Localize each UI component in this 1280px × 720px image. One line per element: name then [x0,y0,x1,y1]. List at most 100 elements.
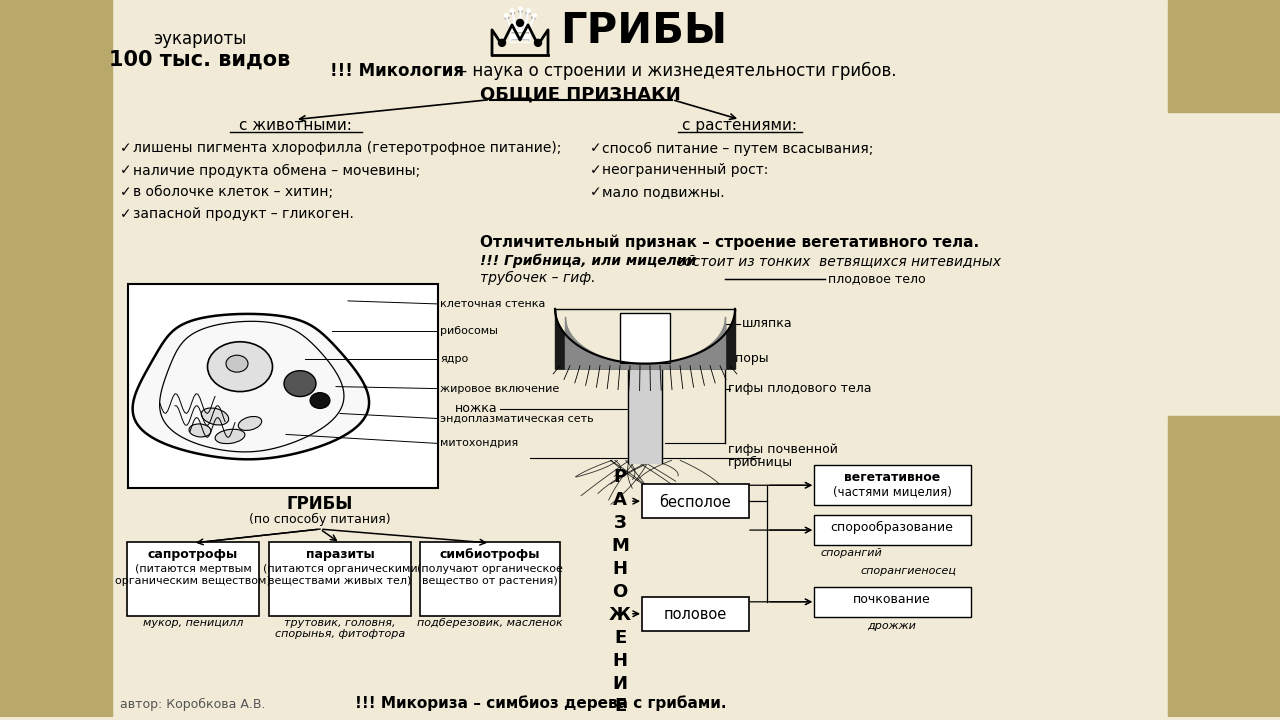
Text: запасной продукт – гликоген.: запасной продукт – гликоген. [133,207,353,221]
FancyBboxPatch shape [814,465,972,505]
Ellipse shape [201,408,229,425]
FancyBboxPatch shape [643,485,749,518]
FancyBboxPatch shape [814,587,972,617]
Text: подберезовик, масленок: подберезовик, масленок [417,618,563,628]
Text: ядро: ядро [440,354,468,364]
FancyBboxPatch shape [420,542,561,616]
Text: с животными:: с животными: [238,117,352,132]
Text: споры: споры [728,352,768,365]
Text: в оболочке клеток – хитин;: в оболочке клеток – хитин; [133,185,333,199]
Text: 100 тыс. видов: 100 тыс. видов [109,50,291,70]
Text: почкование: почкование [854,593,931,606]
Text: жировое включение: жировое включение [440,384,559,394]
Text: способ питание – путем всасывания;: способ питание – путем всасывания; [602,142,873,156]
Ellipse shape [238,416,261,431]
Text: М: М [611,537,628,555]
Text: О: О [612,583,627,601]
Circle shape [535,40,541,46]
FancyBboxPatch shape [127,542,259,616]
Text: спорангий: спорангий [820,548,882,558]
Text: плодовое тело: плодовое тело [828,272,925,286]
Text: ♛: ♛ [498,5,543,53]
Text: сапротрофы: сапротрофы [148,548,238,561]
Polygon shape [133,314,369,459]
Text: трубочек – гиф.: трубочек – гиф. [480,271,595,285]
Text: трутовик, головня,
спорынья, фитофтора: трутовик, головня, спорынья, фитофтора [275,618,406,639]
Ellipse shape [284,371,316,397]
Circle shape [498,40,506,46]
Text: ножка: ножка [456,402,498,415]
Bar [620,313,669,363]
Text: лишены пигмента хлорофилла (гетеротрофное питание);: лишены пигмента хлорофилла (гетеротрофно… [133,142,562,156]
Text: эндоплазматическая сеть: эндоплазматическая сеть [440,413,594,423]
Text: (по способу питания): (по способу питания) [250,513,390,526]
Text: автор: Коробкова А.В.: автор: Коробкова А.В. [120,698,265,711]
Text: - наука о строении и жизнедеятельности грибов.: - наука о строении и жизнедеятельности г… [456,62,896,80]
Text: дрожжи: дрожжи [868,621,916,631]
Text: с растениями:: с растениями: [682,117,797,132]
FancyBboxPatch shape [128,284,438,488]
Bar [1169,0,1280,112]
Text: (питаются мертвым
органическим веществом): (питаются мертвым органическим веществом… [115,564,271,585]
Circle shape [517,19,524,27]
Ellipse shape [310,392,330,408]
Text: бесполое: бесполое [659,495,731,510]
Text: гифы плодового тела: гифы плодового тела [728,382,872,395]
Text: Е: Е [614,698,626,716]
Text: А: А [613,491,627,509]
Text: неограниченный рост:: неограниченный рост: [602,163,768,177]
Text: наличие продукта обмена – мочевины;: наличие продукта обмена – мочевины; [133,163,420,178]
Text: (питаются органическими
веществами живых тел): (питаются органическими веществами живых… [262,564,417,585]
Text: ✓: ✓ [120,163,132,177]
Text: клеточная стенка: клеточная стенка [440,299,545,309]
Text: состоит из тонких  ветвящихся нитевидных: состоит из тонких ветвящихся нитевидных [672,254,1001,268]
Text: (частями мицелия): (частями мицелия) [832,485,951,498]
Text: ГРИБЫ: ГРИБЫ [287,495,353,513]
FancyBboxPatch shape [814,515,972,545]
FancyBboxPatch shape [643,597,749,631]
Text: !!! Грибница, или мицелий: !!! Грибница, или мицелий [480,254,696,269]
Text: Е: Е [614,629,626,647]
FancyBboxPatch shape [269,542,411,616]
Text: Н: Н [613,560,627,578]
Text: ♛: ♛ [498,5,543,53]
Text: половое: половое [663,607,727,622]
Text: (получают органическое
вещество от растения): (получают органическое вещество от расте… [417,564,563,585]
Text: И: И [613,675,627,693]
Text: ✓: ✓ [120,142,132,156]
Text: спорообразование: спорообразование [831,521,954,534]
Text: мукор, пеницилл: мукор, пеницилл [143,618,243,628]
Text: шляпка: шляпка [742,318,792,330]
Text: вегетативное: вегетативное [844,472,940,485]
Text: Ж: Ж [609,606,631,624]
Text: !!! Микология: !!! Микология [330,62,465,80]
Text: симбиотрофы: симбиотрофы [440,548,540,561]
Text: З: З [613,514,626,532]
Text: Н: Н [613,652,627,670]
Text: ОБЩИЕ ПРИЗНАКИ: ОБЩИЕ ПРИЗНАКИ [480,86,681,104]
Text: ✓: ✓ [590,163,602,177]
Text: Отличительный признак – строение вегетативного тела.: Отличительный признак – строение вегетат… [480,234,979,250]
Text: эукариоты: эукариоты [154,30,247,48]
Ellipse shape [215,429,244,444]
Bar [620,313,669,363]
Ellipse shape [227,355,248,372]
Text: ♛: ♛ [499,8,541,53]
Text: мало подвижны.: мало подвижны. [602,185,724,199]
Ellipse shape [189,424,211,437]
Bar [0,0,113,717]
Text: рибосомы: рибосомы [440,326,498,336]
Text: ✓: ✓ [590,185,602,199]
Text: Р: Р [613,468,627,486]
Text: митохондрия: митохондрия [440,438,518,449]
Text: гифы почвенной: гифы почвенной [728,444,838,456]
Text: !!! Микориза – симбиоз дерева с грибами.: !!! Микориза – симбиоз дерева с грибами. [355,696,727,711]
Text: ✓: ✓ [120,185,132,199]
Bar [1169,416,1280,717]
Text: паразиты: паразиты [306,548,374,561]
Ellipse shape [207,342,273,392]
Text: ✓: ✓ [590,142,602,156]
Text: спорангиеносец: спорангиеносец [860,566,956,576]
Text: грибницы: грибницы [728,456,794,469]
Text: ✓: ✓ [120,207,132,221]
